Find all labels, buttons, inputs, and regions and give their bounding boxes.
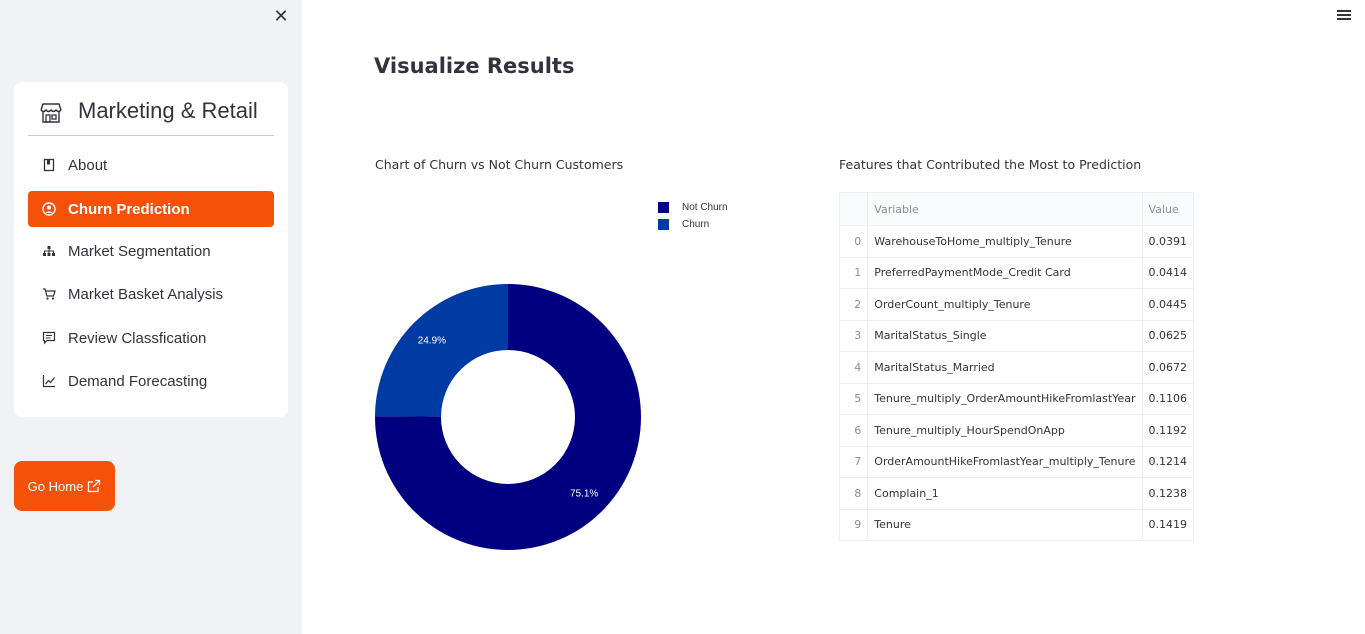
hierarchy-icon	[42, 244, 56, 258]
legend-swatch	[658, 202, 669, 213]
slice-label: 75.1%	[570, 489, 598, 500]
column-header-variable[interactable]: Variable	[867, 192, 1143, 226]
donut-slice-churn[interactable]	[375, 284, 508, 417]
row-variable: PreferredPaymentMode_Credit Card	[867, 256, 1143, 289]
go-home-label: Go Home	[27, 478, 84, 494]
table-row: 3 MaritalStatus_Single 0.0625	[838, 319, 1194, 352]
row-index: 2	[838, 288, 869, 321]
row-variable: Tenure	[867, 508, 1143, 541]
row-value: 0.0414	[1141, 256, 1194, 289]
row-index: 9	[838, 508, 869, 541]
cart-icon	[42, 287, 56, 301]
row-value: 0.0625	[1141, 319, 1194, 352]
chart-line-icon	[42, 374, 56, 388]
table-row: 9 Tenure 0.1419	[838, 508, 1194, 541]
nav-item-label: Review Classfication	[68, 329, 207, 347]
row-index: 6	[838, 414, 869, 447]
close-sidebar-button[interactable]: ✕	[273, 6, 289, 27]
row-value: 0.1419	[1141, 508, 1194, 541]
row-value: 0.0672	[1141, 351, 1194, 384]
nav-item-label: Market Basket Analysis	[68, 285, 224, 303]
hamburger-menu-icon[interactable]	[1336, 8, 1352, 24]
legend-item-churn[interactable]: Churn	[658, 216, 728, 233]
nav-item-label: Market Segmentation	[68, 242, 211, 260]
row-variable: Tenure_multiply_HourSpendOnApp	[867, 414, 1143, 447]
nav-item-market-basket-analysis[interactable]: Market Basket Analysis	[28, 276, 274, 312]
book-icon	[42, 158, 56, 172]
table-section-title: Features that Contributed the Most to Pr…	[839, 157, 1142, 172]
nav-item-market-segmentation[interactable]: Market Segmentation	[28, 233, 274, 269]
row-variable: Tenure_multiply_OrderAmountHikeFromlastY…	[867, 382, 1143, 415]
nav-item-label: About	[68, 156, 108, 174]
row-variable: MaritalStatus_Single	[867, 319, 1143, 352]
table-row: 6 Tenure_multiply_HourSpendOnApp 0.1192	[838, 414, 1194, 447]
legend-swatch	[658, 219, 669, 230]
chat-icon	[42, 331, 56, 345]
donut-slice-not-churn[interactable]	[375, 284, 641, 550]
sidebar: ✕ Marketing & Retail About Churn Predict…	[0, 0, 302, 634]
feature-table: Variable Value 0 WarehouseToHome_multiply…	[838, 192, 1194, 541]
column-header-index	[838, 192, 869, 226]
table-row: 0 WarehouseToHome_multiply_Tenure 0.0391	[838, 225, 1194, 258]
table-row: 4 MaritalStatus_Married 0.0672	[838, 351, 1194, 384]
legend-label: Not Churn	[682, 202, 728, 213]
row-value: 0.1192	[1141, 414, 1194, 447]
nav-menu: Marketing & Retail About Churn Predictio…	[14, 82, 288, 417]
legend-item-not-churn[interactable]: Not Churn	[658, 199, 728, 216]
nav-item-label: Churn Prediction	[68, 200, 190, 218]
nav-header: Marketing & Retail	[28, 96, 274, 136]
row-variable: MaritalStatus_Married	[867, 351, 1143, 384]
table-row: 1 PreferredPaymentMode_Credit Card 0.0414	[838, 256, 1194, 289]
table-row: 2 OrderCount_multiply_Tenure 0.0445	[838, 288, 1194, 321]
row-variable: OrderAmountHikeFromlastYear_multiply_Ten…	[867, 445, 1143, 478]
table-row: 5 Tenure_multiply_OrderAmountHikeFromlast…	[838, 382, 1194, 415]
donut-chart: 75.1% 24.9%	[375, 284, 641, 550]
row-value: 0.1238	[1141, 477, 1194, 510]
page-title: Visualize Results	[374, 54, 575, 78]
store-icon	[40, 103, 62, 123]
slice-label: 24.9%	[418, 335, 446, 346]
row-index: 7	[838, 445, 869, 478]
column-header-value[interactable]: Value	[1141, 192, 1194, 226]
nav-item-about[interactable]: About	[28, 147, 274, 183]
go-home-button[interactable]: Go Home	[14, 461, 115, 511]
row-index: 3	[838, 319, 869, 352]
nav-item-label: Demand Forecasting	[68, 372, 208, 390]
row-variable: Complain_1	[867, 477, 1143, 510]
external-link-icon	[88, 479, 101, 493]
row-variable: WarehouseToHome_multiply_Tenure	[867, 225, 1143, 258]
table-row: 7 OrderAmountHikeFromlastYear_multiply_Te…	[838, 445, 1194, 478]
table-header-row: Variable Value	[838, 192, 1194, 226]
row-value: 0.1106	[1141, 382, 1194, 415]
nav-item-demand-forecasting[interactable]: Demand Forecasting	[28, 363, 274, 399]
row-index: 0	[838, 225, 869, 258]
row-value: 0.0445	[1141, 288, 1194, 321]
nav-header-title: Marketing & Retail	[78, 98, 258, 123]
legend-label: Churn	[682, 219, 710, 230]
nav-item-churn-prediction[interactable]: Churn Prediction	[28, 191, 274, 227]
chart-legend: Not Churn Churn	[658, 199, 728, 233]
row-value: 0.0391	[1141, 225, 1194, 258]
row-variable: OrderCount_multiply_Tenure	[867, 288, 1143, 321]
row-value: 0.1214	[1141, 445, 1194, 478]
table-row: 8 Complain_1 0.1238	[838, 477, 1194, 510]
nav-item-review-classfication[interactable]: Review Classfication	[28, 320, 274, 356]
user-circle-icon	[42, 202, 56, 216]
row-index: 4	[838, 351, 869, 384]
row-index: 8	[838, 477, 869, 510]
row-index: 5	[838, 382, 869, 415]
chart-section-title: Chart of Churn vs Not Churn Customers	[375, 157, 624, 172]
row-index: 1	[838, 256, 869, 289]
